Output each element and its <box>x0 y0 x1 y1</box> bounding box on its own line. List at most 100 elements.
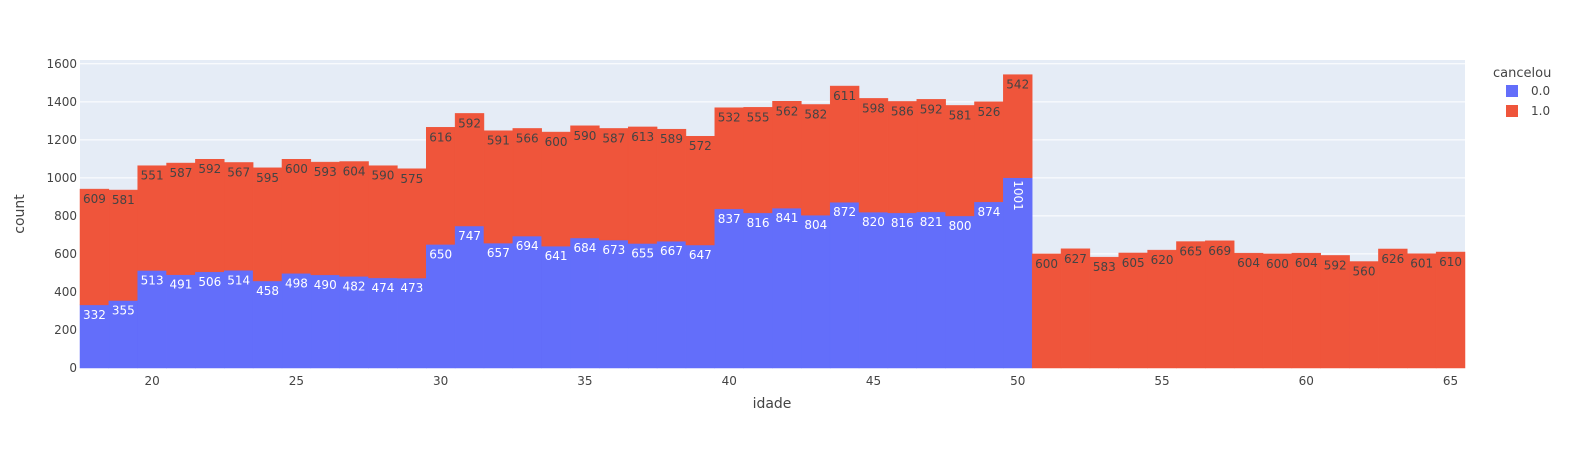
histogram-bar[interactable] <box>339 161 369 277</box>
histogram-bar[interactable] <box>829 85 860 203</box>
histogram-bar[interactable] <box>656 128 687 242</box>
histogram-bar[interactable] <box>541 131 571 247</box>
histogram-bar[interactable] <box>599 128 629 241</box>
histogram-bar[interactable] <box>137 165 167 271</box>
histogram-bar[interactable] <box>772 101 802 209</box>
histogram-bar[interactable] <box>974 201 1004 369</box>
y-tick-label: 1200 <box>46 133 77 147</box>
histogram-bar[interactable] <box>1291 252 1321 369</box>
bar-value-label: 592 <box>920 102 943 116</box>
histogram-bar[interactable] <box>224 162 254 271</box>
histogram-bar[interactable] <box>426 127 456 245</box>
histogram-bar[interactable] <box>916 99 946 213</box>
histogram-bar[interactable] <box>570 237 600 369</box>
histogram-bar[interactable] <box>224 270 254 369</box>
legend[interactable]: cancelou 0.0 1.0 <box>1493 66 1551 118</box>
histogram-bar[interactable] <box>512 128 542 237</box>
histogram-bar[interactable] <box>195 271 225 369</box>
bar-value-label: 590 <box>372 169 395 183</box>
histogram-bar[interactable] <box>195 158 225 273</box>
bar-value-label: 473 <box>400 281 423 295</box>
bar-value-label: 841 <box>775 211 798 225</box>
histogram-bar[interactable] <box>368 277 398 369</box>
histogram-bar[interactable] <box>166 274 196 369</box>
histogram-bar[interactable] <box>1118 252 1148 369</box>
histogram-bar[interactable] <box>1233 252 1264 369</box>
legend-item-label[interactable]: 0.0 <box>1531 84 1550 98</box>
bar-value-label: 583 <box>1093 260 1116 274</box>
histogram-bar[interactable] <box>743 107 773 214</box>
histogram-bar[interactable] <box>772 207 802 369</box>
histogram-bar[interactable] <box>1262 253 1293 369</box>
histogram-bar[interactable] <box>426 244 456 369</box>
histogram-bar[interactable] <box>281 158 312 274</box>
histogram-bar[interactable] <box>1089 256 1120 369</box>
histogram-bar[interactable] <box>281 273 312 369</box>
legend-item-label[interactable]: 1.0 <box>1531 104 1550 118</box>
histogram-bar[interactable] <box>858 98 889 213</box>
histogram-bar[interactable] <box>1031 253 1062 369</box>
histogram-bar[interactable] <box>945 105 975 217</box>
histogram-bar[interactable] <box>858 211 889 369</box>
histogram-bar[interactable] <box>1003 74 1033 178</box>
histogram-bar[interactable] <box>599 239 629 369</box>
bar-value-label: 816 <box>891 216 914 230</box>
histogram-bar[interactable] <box>252 167 283 282</box>
histogram-bar[interactable] <box>1435 251 1466 369</box>
histogram-bar[interactable] <box>627 126 658 244</box>
histogram-bar[interactable] <box>1407 253 1437 369</box>
histogram-bar[interactable] <box>397 277 427 369</box>
histogram-bar[interactable] <box>887 101 918 214</box>
y-tick-label: 1600 <box>46 57 77 71</box>
histogram-bar[interactable] <box>801 214 831 369</box>
histogram-bar[interactable] <box>397 168 427 279</box>
histogram-bar[interactable] <box>685 244 716 369</box>
histogram-bar[interactable] <box>945 215 975 369</box>
x-tick-label: 50 <box>1010 374 1025 388</box>
histogram-bar[interactable] <box>1147 249 1177 369</box>
histogram-bar[interactable] <box>310 161 340 276</box>
bar-value-label: 542 <box>1006 78 1029 92</box>
histogram-bar[interactable] <box>656 240 687 369</box>
histogram-bar[interactable] <box>483 130 514 244</box>
histogram-bar[interactable] <box>339 276 369 369</box>
histogram-bar[interactable] <box>714 208 744 369</box>
bar-value-label: 526 <box>977 105 1000 119</box>
histogram-bar[interactable] <box>570 125 600 239</box>
histogram-bar[interactable] <box>454 225 485 369</box>
histogram-bar[interactable] <box>1176 241 1206 369</box>
bar-value-label: 747 <box>458 229 481 243</box>
histogram-bar[interactable] <box>512 235 542 369</box>
histogram-bar[interactable] <box>310 274 340 369</box>
histogram-bar[interactable] <box>743 212 773 369</box>
histogram-bar[interactable] <box>685 135 716 246</box>
histogram-bar[interactable] <box>1205 240 1235 369</box>
legend-swatch[interactable] <box>1506 85 1518 97</box>
histogram-bar[interactable] <box>79 188 110 306</box>
bars <box>79 74 1466 369</box>
histogram-bar[interactable] <box>1060 248 1091 369</box>
histogram-bar[interactable] <box>541 245 571 369</box>
bar-value-label: 506 <box>198 275 221 289</box>
histogram-bar[interactable] <box>252 280 283 369</box>
histogram-bar[interactable] <box>483 242 514 369</box>
bar-value-label: 647 <box>689 248 712 262</box>
histogram-bar[interactable] <box>887 212 918 369</box>
histogram-bar[interactable] <box>368 165 398 279</box>
histogram-bar[interactable] <box>108 189 138 301</box>
histogram-bar[interactable] <box>1378 248 1408 369</box>
histogram-bar[interactable] <box>137 270 167 369</box>
histogram-bar[interactable] <box>79 304 110 369</box>
histogram-bar[interactable] <box>801 104 831 216</box>
histogram-bar[interactable] <box>627 243 658 369</box>
y-tick-label: 200 <box>54 323 77 337</box>
histogram-bar[interactable] <box>1349 261 1379 369</box>
histogram-bar[interactable] <box>108 300 138 369</box>
bar-value-label: 641 <box>545 249 568 263</box>
histogram-bar[interactable] <box>1320 255 1350 369</box>
histogram-bar[interactable] <box>714 107 744 210</box>
histogram-bar[interactable] <box>916 211 946 369</box>
histogram-bar[interactable] <box>1003 177 1033 369</box>
legend-swatch[interactable] <box>1506 105 1518 117</box>
histogram-bar[interactable] <box>829 201 860 369</box>
